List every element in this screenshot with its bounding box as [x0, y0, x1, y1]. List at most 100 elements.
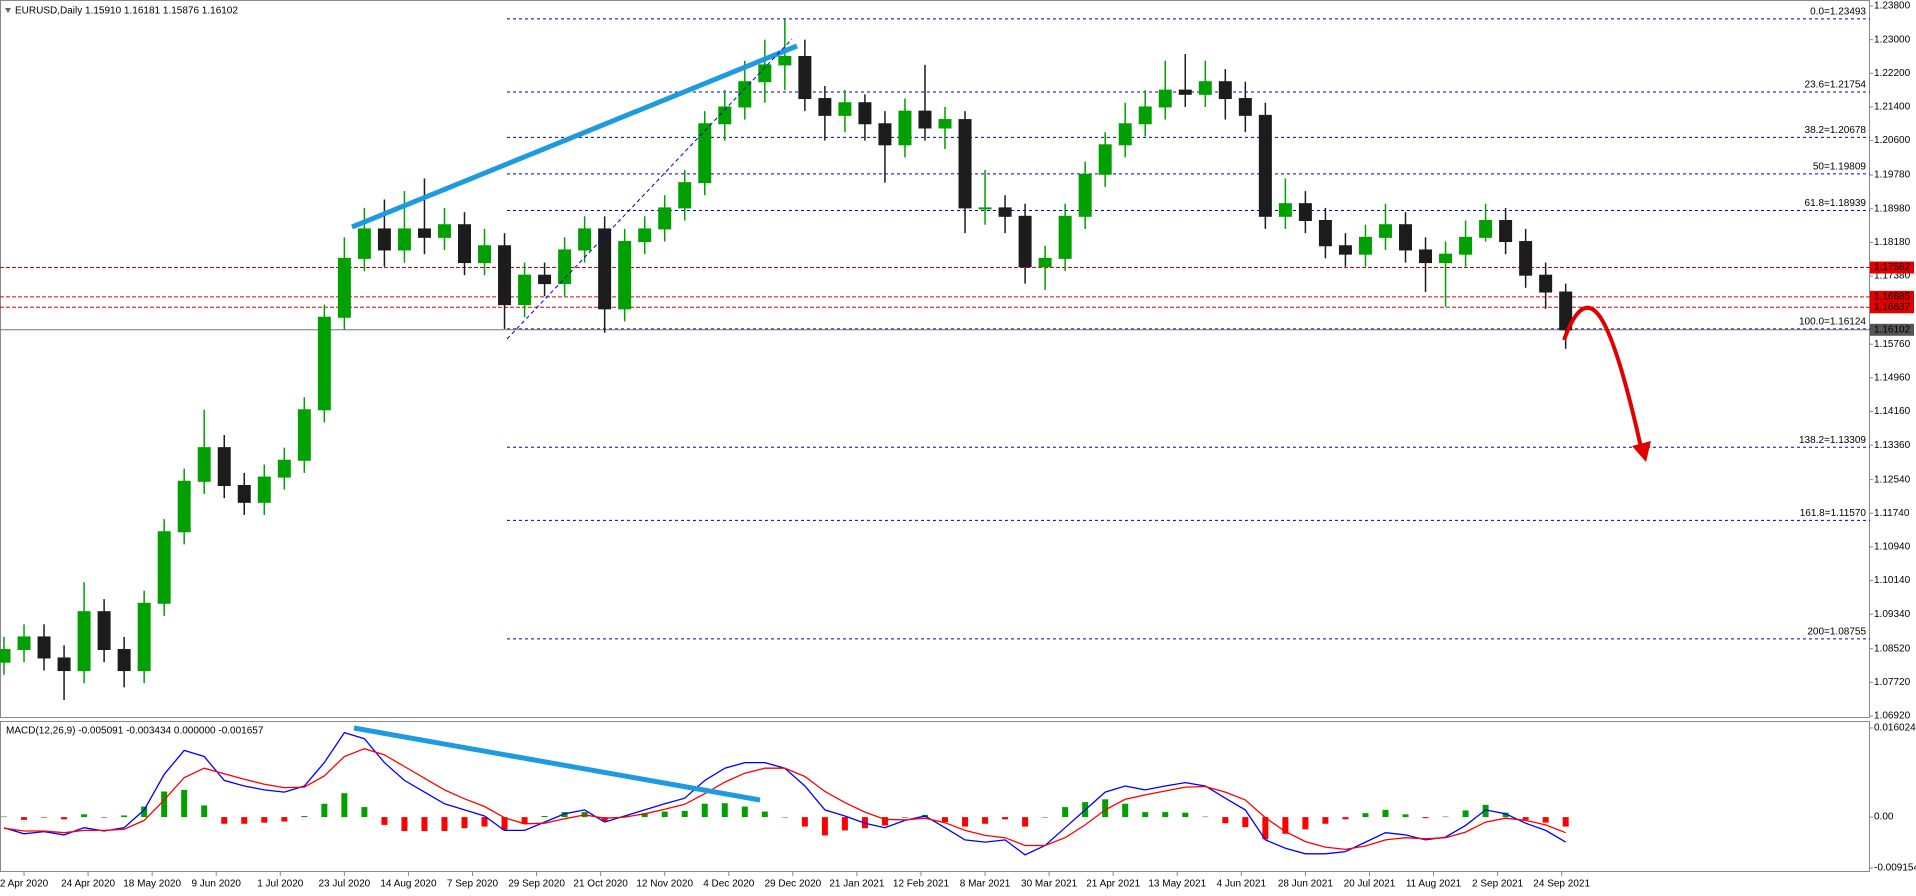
- x-tick-label: 8 Mar 2021: [960, 879, 1011, 890]
- histogram-bar: [41, 817, 48, 818]
- candle-body: [1038, 257, 1052, 268]
- histogram-bar: [1, 816, 8, 818]
- candle-body: [958, 119, 972, 209]
- histogram-bar: [321, 803, 328, 818]
- y-tick-label: 1.10140: [1874, 575, 1911, 586]
- fib-label: 200=1.08755: [1807, 626, 1866, 637]
- candle-body: [998, 207, 1012, 217]
- candle-body: [1499, 220, 1513, 243]
- histogram-bar: [461, 817, 468, 829]
- histogram-bar: [601, 817, 608, 821]
- histogram-bar: [701, 803, 708, 818]
- candle-body: [437, 224, 451, 238]
- y-tick-label: 1.14160: [1874, 406, 1911, 417]
- histogram-bar: [501, 817, 508, 830]
- x-tick-label: 20 Jul 2021: [1344, 879, 1396, 890]
- candle-body: [37, 636, 51, 659]
- x-tick-label: 4 Jun 2021: [1217, 879, 1267, 890]
- histogram-bar: [761, 811, 768, 818]
- histogram-bar: [181, 789, 188, 818]
- y-tick-label: 1.08520: [1874, 643, 1911, 654]
- histogram-bar: [521, 817, 528, 824]
- candle-body: [397, 228, 411, 251]
- histogram-bar: [241, 817, 248, 824]
- macd-header: MACD(12,26,9) -0.005091 -0.003434 0.0000…: [6, 726, 264, 737]
- candle-body: [838, 102, 852, 116]
- candle-body: [498, 245, 512, 306]
- fib-label: 100.0=1.16124: [1799, 317, 1866, 328]
- y-tick-label: 1.22200: [1874, 68, 1911, 79]
- histogram-bar: [221, 817, 228, 824]
- histogram-bar: [1222, 817, 1229, 824]
- histogram-bar: [962, 817, 969, 827]
- candle-body: [578, 228, 592, 251]
- y-tick-label: 1.17380: [1874, 271, 1911, 282]
- candle-body: [738, 81, 752, 108]
- histogram-bar: [1422, 817, 1429, 819]
- histogram-bar: [1542, 817, 1549, 823]
- candle-body: [1399, 224, 1413, 251]
- level-label: 1.17582: [1874, 262, 1911, 273]
- histogram-bar: [481, 817, 488, 827]
- price-panel: [0, 0, 1870, 718]
- y-tick-label: 1.23800: [1874, 1, 1911, 12]
- x-tick-label: 21 Apr 2021: [1086, 879, 1140, 890]
- histogram-bar: [801, 817, 808, 827]
- candle-body: [1298, 203, 1312, 222]
- histogram-bar: [201, 805, 208, 818]
- histogram-bar: [1462, 810, 1469, 818]
- macd-divergence-line: [353, 725, 761, 803]
- x-tick-label: 30 Mar 2021: [1021, 879, 1078, 890]
- candle-body: [518, 274, 532, 306]
- candle-body: [377, 228, 391, 251]
- y-tick-label: 1.19780: [1874, 170, 1911, 181]
- histogram-bar: [1182, 812, 1189, 818]
- candle-body: [1178, 89, 1192, 95]
- x-tick-label: 2 Sep 2021: [1472, 879, 1524, 890]
- forecast-arrow: [1562, 305, 1644, 453]
- candle-body: [1519, 241, 1533, 276]
- x-tick-label: 28 Jun 2021: [1278, 879, 1333, 890]
- candle-body: [898, 110, 912, 146]
- candle-body: [478, 245, 492, 264]
- histogram-bar: [141, 806, 148, 818]
- candle-body: [938, 119, 952, 129]
- candle-body: [17, 636, 31, 651]
- candle-body: [137, 602, 151, 672]
- histogram-bar: [1342, 817, 1349, 820]
- candle-body: [1559, 291, 1573, 331]
- y-tick-label: 1.07720: [1874, 677, 1911, 688]
- histogram-bar: [1402, 814, 1409, 818]
- histogram-bar: [1142, 812, 1149, 818]
- histogram-bar: [1362, 813, 1369, 818]
- candle-body: [818, 98, 832, 116]
- candle-body: [918, 110, 932, 129]
- candle-body: [1018, 215, 1032, 268]
- candle-body: [237, 485, 251, 503]
- histogram-bar: [341, 793, 348, 818]
- candle-body: [1439, 253, 1453, 264]
- y-tick-label: 1.09340: [1874, 609, 1911, 620]
- x-tick-label: 14 Aug 2020: [380, 879, 437, 890]
- fib-label: 61.8=1.18939: [1805, 198, 1867, 209]
- histogram-bar: [1102, 799, 1109, 818]
- x-tick-label: 2 Apr 2020: [0, 879, 49, 890]
- fib-anchor-line: [506, 38, 793, 340]
- candle-body: [1258, 114, 1272, 217]
- candle-body: [177, 480, 191, 533]
- candle-body: [598, 228, 612, 310]
- x-tick-label: 11 Aug 2021: [1406, 879, 1462, 890]
- histogram-bar: [661, 811, 668, 818]
- y-tick-label: 0.00: [1874, 812, 1894, 823]
- histogram-bar: [942, 817, 949, 823]
- histogram-bar: [821, 817, 828, 836]
- candle-body: [778, 55, 792, 66]
- x-tick-label: 29 Dec 2020: [764, 879, 821, 890]
- candle-body: [337, 257, 351, 318]
- candle-body: [197, 447, 211, 482]
- candle-body: [798, 55, 812, 100]
- histogram-bar: [1162, 812, 1169, 818]
